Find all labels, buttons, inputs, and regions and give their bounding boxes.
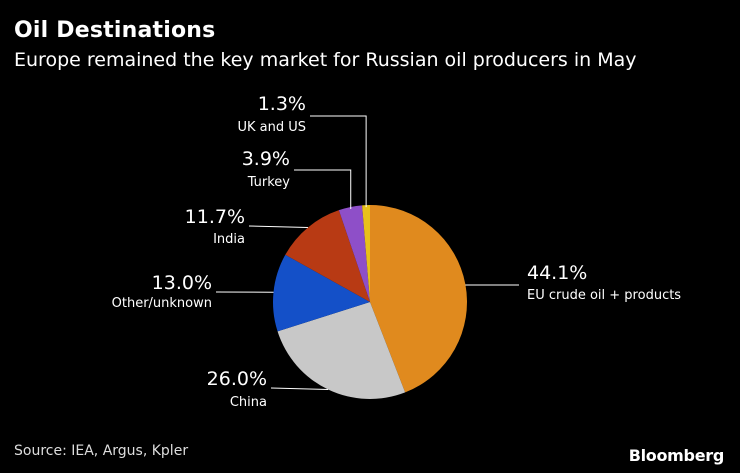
slice-value-label: 3.9% <box>242 148 290 170</box>
slice-value-label: 26.0% <box>207 368 267 390</box>
chart-title: Oil Destinations <box>14 18 216 43</box>
slice-labels: 44.1% EU crude oil + products 26.0% China 13… <box>112 93 682 410</box>
slice-value-label: 13.0% <box>152 272 212 294</box>
slice-value-label: 44.1% <box>527 262 587 284</box>
slice-category-label: UK and US <box>237 120 306 135</box>
leader-line <box>248 225 308 228</box>
pie-slice-other-unknown <box>272 254 370 332</box>
pie-slice-uk-and-us <box>362 205 370 302</box>
pie-slices <box>272 205 467 399</box>
slice-category-label: Other/unknown <box>112 296 212 311</box>
pie-slice-turkey <box>338 205 370 302</box>
slice-category-label: EU crude oil + products <box>527 288 681 303</box>
leader-line <box>294 169 352 209</box>
leader-line <box>270 387 329 391</box>
slice-value-label: 11.7% <box>185 206 245 228</box>
slice-category-label: India <box>213 232 245 247</box>
chart-subtitle: Europe remained the key market for Russi… <box>14 49 637 71</box>
pie-slice-china <box>277 302 406 399</box>
leader-line <box>310 115 367 208</box>
slice-category-label: China <box>230 395 267 410</box>
slice-value-label: 1.3% <box>258 93 306 115</box>
pie-slice-india <box>285 210 370 302</box>
bloomberg-logo: Bloomberg <box>628 446 725 465</box>
slice-category-label: Turkey <box>247 175 291 190</box>
leader-lines <box>215 115 519 391</box>
source-note: Source: IEA, Argus, Kpler <box>14 443 189 459</box>
pie-slice-eu-crude-oil-products <box>370 205 467 393</box>
